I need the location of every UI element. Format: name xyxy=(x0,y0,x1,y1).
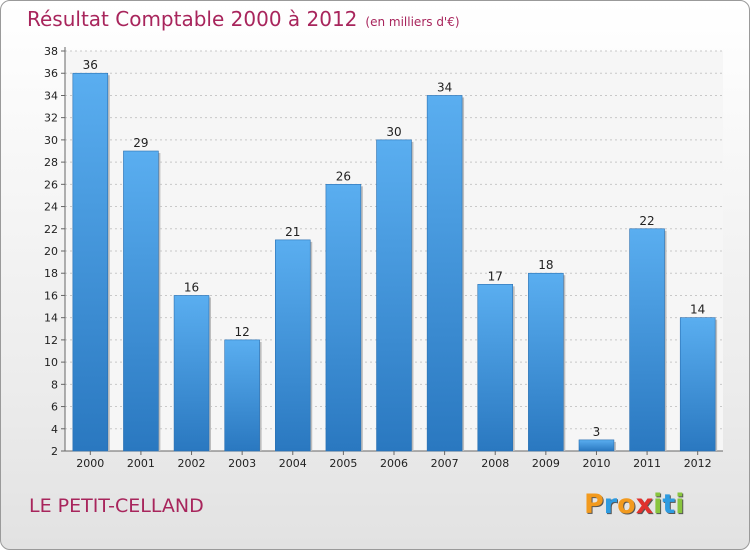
x-tick-label: 2012 xyxy=(684,457,712,470)
data-label: 30 xyxy=(386,125,401,139)
logo-letter: i xyxy=(653,489,663,520)
y-tick-label: 26 xyxy=(44,178,58,191)
chart-subtitle: (en milliers d'€) xyxy=(365,15,460,29)
bar-2012 xyxy=(679,317,716,452)
data-label: 21 xyxy=(285,225,300,239)
data-label: 36 xyxy=(83,58,98,72)
data-label: 16 xyxy=(184,280,199,294)
bar-2001 xyxy=(123,150,159,452)
logo-letter: o xyxy=(617,489,636,520)
bar-2009 xyxy=(528,272,564,452)
y-tick-label: 18 xyxy=(44,267,58,280)
bar-2003 xyxy=(224,339,260,452)
x-tick-label: 2001 xyxy=(127,457,155,470)
data-label: 26 xyxy=(336,169,351,183)
y-tick-label: 16 xyxy=(44,289,58,302)
y-tick-label: 24 xyxy=(44,201,58,214)
x-tick-label: 2004 xyxy=(279,457,307,470)
y-tick-label: 4 xyxy=(51,423,58,436)
bar-2000 xyxy=(72,72,109,452)
y-tick-label: 10 xyxy=(44,356,58,369)
bar-2006 xyxy=(376,139,412,452)
data-label: 14 xyxy=(690,303,705,317)
data-label: 18 xyxy=(538,258,553,272)
bar-2007 xyxy=(426,95,463,452)
x-tick-label: 2003 xyxy=(228,457,256,470)
y-tick-label: 12 xyxy=(44,334,58,347)
x-tick-label: 2006 xyxy=(380,457,408,470)
bar-2002 xyxy=(173,295,210,452)
x-tick-label: 2005 xyxy=(329,457,357,470)
bar-2004 xyxy=(275,239,311,452)
commune-name: LE PETIT-CELLAND xyxy=(29,495,204,517)
y-tick-label: 34 xyxy=(44,89,58,102)
y-tick-label: 22 xyxy=(44,223,58,236)
y-tick-label: 14 xyxy=(44,312,58,325)
bar-2008 xyxy=(477,284,513,452)
y-tick-label: 2 xyxy=(51,445,58,458)
data-label: 3 xyxy=(593,425,601,439)
y-tick-label: 8 xyxy=(51,378,58,391)
bar-2005 xyxy=(325,184,362,452)
x-tick-label: 2000 xyxy=(76,457,104,470)
logo-letter: i xyxy=(675,489,685,520)
y-tick-label: 36 xyxy=(44,67,58,80)
x-tick-label: 2007 xyxy=(431,457,459,470)
data-label: 34 xyxy=(437,80,452,94)
y-tick-label: 38 xyxy=(44,45,58,58)
x-tick-label: 2008 xyxy=(481,457,509,470)
x-tick-label: 2009 xyxy=(532,457,560,470)
x-tick-label: 2002 xyxy=(178,457,206,470)
y-tick-label: 32 xyxy=(44,112,58,125)
proxiti-logo: Proxiti xyxy=(584,489,685,520)
data-label: 12 xyxy=(235,325,250,339)
x-tick-label: 2011 xyxy=(633,457,661,470)
y-tick-label: 20 xyxy=(44,245,58,258)
y-tick-label: 30 xyxy=(44,134,58,147)
logo-letter: x xyxy=(635,489,654,520)
chart-title-text: Résultat Comptable 2000 à 2012 xyxy=(27,7,358,31)
logo-letter: r xyxy=(603,489,618,520)
y-tick-label: 6 xyxy=(51,401,58,414)
data-label: 22 xyxy=(639,214,654,228)
logo-letter: t xyxy=(662,489,676,520)
bar-2010 xyxy=(578,439,615,452)
y-tick-label: 28 xyxy=(44,156,58,169)
bar-2011 xyxy=(629,228,665,452)
data-label: 17 xyxy=(488,269,503,283)
chart-title: Résultat Comptable 2000 à 2012 (en millie… xyxy=(27,7,460,31)
logo-letter: P xyxy=(584,489,604,520)
x-tick-label: 2010 xyxy=(582,457,610,470)
data-label: 29 xyxy=(133,136,148,150)
